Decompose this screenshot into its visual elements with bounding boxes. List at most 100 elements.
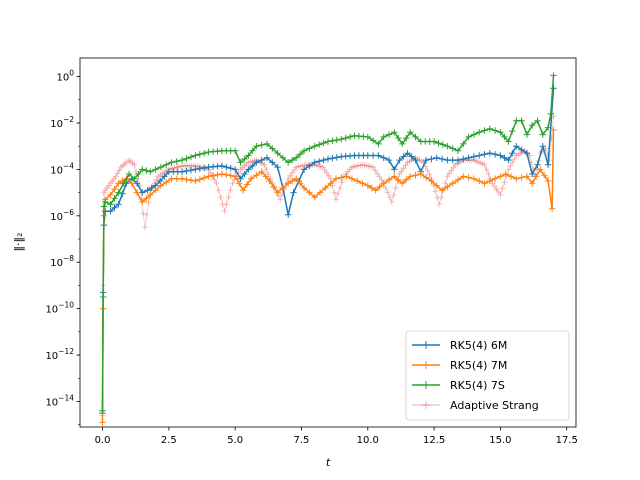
series-marker-rk5-4-6m [196,165,203,172]
series-marker-rk5-4-7s [100,203,108,210]
series-marker-rk5-4-7s [550,72,557,79]
series-marker-rk5-4-6m [428,155,435,163]
series-marker-rk5-4-7m [537,166,544,173]
series-marker-adaptive-strang [511,156,518,162]
series-marker-rk5-4-7m [502,170,509,178]
legend-label: RK5(4) 7S [450,379,505,392]
series-marker-adaptive-strang [493,186,500,193]
series-marker-rk5-4-6m [486,150,493,157]
series-marker-adaptive-strang [509,159,516,166]
series-marker-rk5-4-7m [152,187,159,194]
series-marker-adaptive-strang [173,164,180,171]
series-marker-rk5-4-7s [157,163,165,171]
series-marker-adaptive-strang [219,201,226,208]
series-marker-adaptive-strang [184,162,191,169]
series-marker-adaptive-strang [497,191,504,198]
series-marker-rk5-4-7s [449,145,456,152]
series-marker-adaptive-strang [348,164,355,171]
series-marker-rk5-4-7s [249,147,256,154]
series-marker-rk5-4-6m [187,167,195,174]
series-marker-adaptive-strang [323,169,330,176]
series-marker-rk5-4-6m [258,156,265,164]
series-marker-adaptive-strang [404,159,411,166]
series-marker-rk5-4-6m [385,156,393,164]
series-marker-rk5-4-7m [460,173,467,180]
series-marker-adaptive-strang [317,163,324,170]
series-marker-rk5-4-7m [296,180,304,187]
series-marker-adaptive-strang [424,167,431,174]
series-marker-rk5-4-6m [438,155,446,163]
series-marker-adaptive-strang [382,185,389,191]
series-marker-rk5-4-7m [306,189,313,196]
series-marker-rk5-4-7m [192,177,199,185]
series-marker-rk5-4-7m [332,175,340,182]
series-marker-rk5-4-6m [178,168,186,175]
series-marker-rk5-4-7m [196,176,203,183]
series-marker-adaptive-strang [321,167,328,173]
series-marker-rk5-4-7s [497,129,504,136]
y-tick-label: 10−2 [50,115,74,130]
legend-label: RK5(4) 6M [450,339,507,352]
series-marker-adaptive-strang [227,187,234,194]
x-tick-label: 15.0 [489,435,511,446]
series-marker-rk5-4-7m [354,177,361,185]
series-marker-adaptive-strang [188,162,195,169]
series-marker-rk5-4-7s [285,159,292,166]
series-marker-rk5-4-7m [253,172,260,179]
series-marker-rk5-4-7s [120,180,127,187]
series-marker-adaptive-strang [261,161,268,168]
series-marker-adaptive-strang [355,162,362,169]
series-marker-rk5-4-6m [505,156,512,164]
series-marker-rk5-4-6m [408,153,415,160]
series-marker-rk5-4-7m [133,189,141,196]
series-marker-adaptive-strang [287,172,294,179]
series-marker-adaptive-strang [325,172,332,179]
series-marker-rk5-4-7m [364,182,371,189]
series-marker-adaptive-strang [277,196,284,203]
series-marker-adaptive-strang [297,163,304,170]
series-marker-adaptive-strang [179,162,186,169]
series-marker-rk5-4-7m [183,176,190,183]
series-marker-rk5-4-7m [449,180,456,187]
series-marker-rk5-4-6m [269,159,276,166]
series-marker-adaptive-strang [129,160,136,167]
series-marker-rk5-4-7s [399,140,406,148]
series-marker-rk5-4-7s [306,145,313,152]
series-marker-rk5-4-7m [403,176,410,183]
series-marker-rk5-4-7s [481,127,488,134]
series-marker-rk5-4-6m [285,211,292,218]
series-marker-adaptive-strang [446,170,453,177]
series-marker-adaptive-strang [479,160,486,167]
series-marker-adaptive-strang [485,171,492,177]
series-marker-adaptive-strang [398,168,405,175]
series-marker-rk5-4-6m [119,190,126,197]
series-marker-rk5-4-7m [218,170,226,178]
series-rk5-4-7s [99,72,557,414]
series-marker-rk5-4-7s [509,127,516,135]
series-marker-rk5-4-7m [348,175,356,182]
series-marker-rk5-4-7m [338,174,345,181]
series-marker-adaptive-strang [243,161,250,168]
series-marker-rk5-4-7m [322,184,329,192]
legend-item-rk5-4-6m: RK5(4) 6M [412,339,507,352]
series-marker-rk5-4-7m [533,173,540,180]
series-marker-rk5-4-7s [300,147,308,154]
series-marker-rk5-4-7s [269,145,276,152]
series-marker-rk5-4-6m [422,156,430,164]
legend-label: RK5(4) 7M [450,359,507,372]
series-marker-rk5-4-7m [343,173,350,180]
series-marker-rk5-4-6m [306,162,313,170]
series-marker-rk5-4-6m [148,184,155,192]
series-marker-adaptive-strang [100,189,107,196]
series-marker-rk5-4-6m [465,154,472,161]
series-marker-adaptive-strang [450,164,457,171]
series-marker-adaptive-strang [293,164,300,171]
series-marker-adaptive-strang [396,171,403,177]
series-marker-rk5-4-7m [444,183,451,190]
x-tick-label: 0.0 [95,435,111,446]
series-marker-adaptive-strang [295,163,302,170]
series-marker-rk5-4-7s [296,151,304,158]
series-marker-adaptive-strang [241,162,248,169]
series-marker-adaptive-strang [299,162,306,169]
series-marker-adaptive-strang [107,180,114,187]
